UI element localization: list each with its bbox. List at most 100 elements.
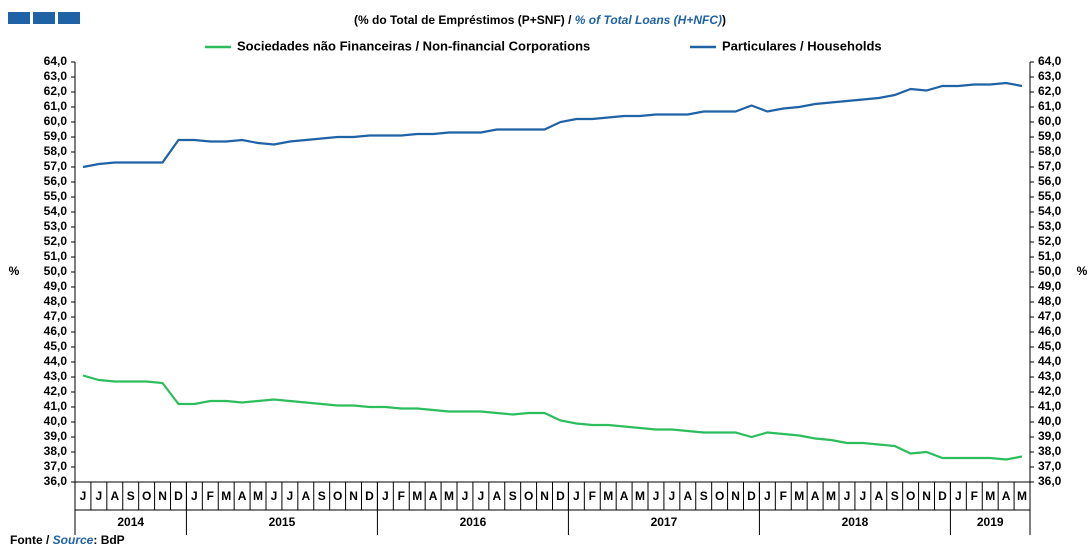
x-tick-label: A <box>683 489 692 503</box>
x-tick-label: A <box>429 489 438 503</box>
y2-tick-label: 43,0 <box>1038 369 1062 383</box>
x-tick-label: S <box>127 489 135 503</box>
source-value: : BdP <box>93 533 124 547</box>
y-tick-label: 47,0 <box>44 309 68 323</box>
y2-tick-label: 60,0 <box>1038 114 1062 128</box>
y2-tick-label: 45,0 <box>1038 339 1062 353</box>
y-tick-label: 63,0 <box>44 69 68 83</box>
y2-tick-label: 51,0 <box>1038 249 1062 263</box>
x-tick-label: A <box>238 489 247 503</box>
y-tick-label: 50,0 <box>44 264 68 278</box>
y2-tick-label: 63,0 <box>1038 69 1062 83</box>
x-tick-label: A <box>492 489 501 503</box>
x-tick-label: D <box>365 489 374 503</box>
y-tick-label: 56,0 <box>44 174 68 188</box>
source-en: Source <box>53 533 94 547</box>
x-tick-label: D <box>556 489 565 503</box>
x-tick-label: F <box>398 489 405 503</box>
y2-tick-label: 39,0 <box>1038 429 1062 443</box>
y2-tick-label: 38,0 <box>1038 444 1062 458</box>
y2-tick-label: 53,0 <box>1038 219 1062 233</box>
title-end: ) <box>722 13 726 27</box>
logo-block <box>8 12 30 24</box>
y-tick-label: 58,0 <box>44 144 68 158</box>
x-tick-label: M <box>1017 489 1027 503</box>
x-tick-label: D <box>747 489 756 503</box>
x-tick-label: J <box>955 489 962 503</box>
year-label: 2016 <box>460 515 487 529</box>
x-tick-label: A <box>301 489 310 503</box>
y2-tick-label: 64,0 <box>1038 54 1062 68</box>
source-pt: Fonte / <box>10 533 53 547</box>
x-tick-label: N <box>349 489 358 503</box>
x-tick-label: J <box>669 489 676 503</box>
x-tick-label: N <box>731 489 740 503</box>
y-tick-label: 62,0 <box>44 84 68 98</box>
year-label: 2015 <box>269 515 296 529</box>
x-tick-label: J <box>573 489 580 503</box>
y-tick-label: 61,0 <box>44 99 68 113</box>
y-tick-label: 39,0 <box>44 429 68 443</box>
y-tick-label: 60,0 <box>44 114 68 128</box>
y-tick-label: 41,0 <box>44 399 68 413</box>
x-tick-label: A <box>620 489 629 503</box>
y-tick-label: 42,0 <box>44 384 68 398</box>
x-tick-label: S <box>891 489 899 503</box>
y-tick-label: 45,0 <box>44 339 68 353</box>
x-tick-label: M <box>635 489 645 503</box>
x-tick-label: M <box>985 489 995 503</box>
year-label: 2014 <box>117 515 144 529</box>
y2-tick-label: 42,0 <box>1038 384 1062 398</box>
x-tick-label: J <box>191 489 198 503</box>
y-tick-label: 44,0 <box>44 354 68 368</box>
x-tick-label: O <box>715 489 724 503</box>
y2-tick-label: 40,0 <box>1038 414 1062 428</box>
x-tick-label: M <box>412 489 422 503</box>
y-tick-label: 55,0 <box>44 189 68 203</box>
y2-axis-label: % <box>1077 264 1088 278</box>
title-pt: (% do Total de Empréstimos (P+SNF) / <box>354 13 575 27</box>
x-tick-label: J <box>478 489 485 503</box>
y-tick-label: 38,0 <box>44 444 68 458</box>
y2-tick-label: 59,0 <box>1038 129 1062 143</box>
logo-block <box>58 12 80 24</box>
legend-label: Particulares / Households <box>722 38 882 53</box>
y-tick-label: 43,0 <box>44 369 68 383</box>
x-tick-label: J <box>844 489 851 503</box>
x-tick-label: F <box>207 489 214 503</box>
y2-tick-label: 56,0 <box>1038 174 1062 188</box>
x-tick-label: D <box>938 489 947 503</box>
year-label: 2018 <box>842 515 869 529</box>
x-tick-label: S <box>700 489 708 503</box>
y2-tick-label: 46,0 <box>1038 324 1062 338</box>
x-tick-label: M <box>444 489 454 503</box>
x-tick-label: A <box>811 489 820 503</box>
y2-tick-label: 48,0 <box>1038 294 1062 308</box>
x-tick-label: S <box>509 489 517 503</box>
y2-tick-label: 55,0 <box>1038 189 1062 203</box>
legend-label: Sociedades não Financeiras / Non-financi… <box>237 38 590 53</box>
title-en: % of Total Loans (H+NFC) <box>575 13 722 27</box>
x-tick-label: M <box>794 489 804 503</box>
x-tick-label: A <box>1002 489 1011 503</box>
x-tick-label: M <box>826 489 836 503</box>
y-tick-label: 57,0 <box>44 159 68 173</box>
x-tick-label: J <box>382 489 389 503</box>
x-tick-label: O <box>906 489 915 503</box>
year-label: 2017 <box>651 515 678 529</box>
y-tick-label: 40,0 <box>44 414 68 428</box>
y-tick-label: 49,0 <box>44 279 68 293</box>
x-tick-label: F <box>780 489 787 503</box>
series-line <box>82 81 1023 169</box>
y-tick-label: 54,0 <box>44 204 68 218</box>
y2-tick-label: 50,0 <box>1038 264 1062 278</box>
logo-block <box>33 12 55 24</box>
y2-tick-label: 41,0 <box>1038 399 1062 413</box>
year-label: 2019 <box>977 515 1004 529</box>
y-tick-label: 59,0 <box>44 129 68 143</box>
x-tick-label: J <box>860 489 867 503</box>
x-tick-label: S <box>318 489 326 503</box>
chart-title: (% do Total de Empréstimos (P+SNF) / % o… <box>354 13 726 27</box>
series-line <box>82 374 1023 461</box>
